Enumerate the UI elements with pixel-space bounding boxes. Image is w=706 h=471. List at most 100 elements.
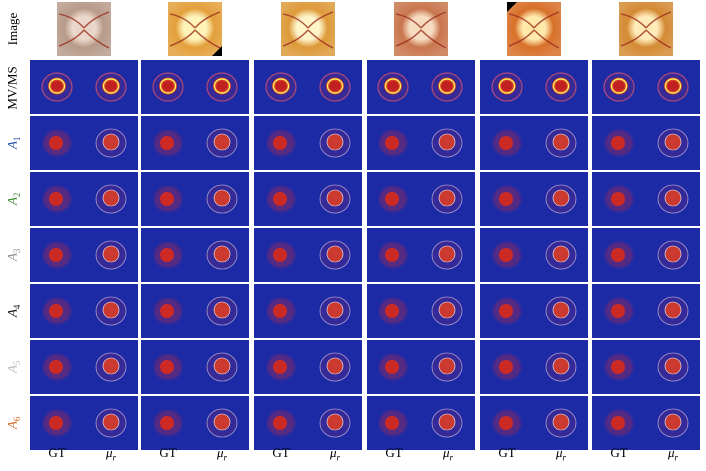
mean-map-cell — [308, 172, 362, 226]
mean-map-cell — [421, 116, 475, 170]
gt-map-cell — [30, 396, 84, 450]
column-label: GT — [272, 445, 290, 460]
gt-map-cell — [480, 172, 534, 226]
fundus-image — [394, 2, 448, 56]
mean-map-cell — [195, 116, 249, 170]
mean-map-cell — [308, 116, 362, 170]
fundus-image — [507, 2, 561, 56]
column-label: μr — [442, 445, 454, 463]
row-label-6: A5 — [4, 360, 22, 374]
mean-map-cell — [534, 60, 588, 114]
gt-map-cell — [592, 396, 646, 450]
gt-map-cell — [141, 172, 195, 226]
gt-map-cell — [30, 284, 84, 338]
gt-map-cell — [592, 172, 646, 226]
gt-map-cell — [141, 284, 195, 338]
mean-map-cell — [646, 116, 700, 170]
gt-map-cell — [141, 340, 195, 394]
gt-map-cell — [592, 228, 646, 282]
mean-map-cell — [646, 396, 700, 450]
group-separator — [477, 60, 480, 442]
mean-map-cell — [195, 340, 249, 394]
column-label: GT — [610, 445, 628, 460]
fundus-image — [57, 2, 111, 56]
column-label: GT — [48, 445, 66, 460]
row-label-3: A2 — [4, 192, 22, 206]
mean-map-cell — [534, 172, 588, 226]
column-label: GT — [385, 445, 403, 460]
fundus-image — [619, 2, 673, 56]
gt-map-cell — [480, 396, 534, 450]
group-separator — [251, 60, 254, 442]
gt-map-cell — [592, 284, 646, 338]
column-label: μr — [667, 445, 679, 463]
gt-map-cell — [254, 116, 308, 170]
gt-map-cell — [254, 284, 308, 338]
gt-map-cell — [141, 116, 195, 170]
mean-map-cell — [421, 284, 475, 338]
column-label: μr — [216, 445, 228, 463]
row-label-4: A3 — [4, 248, 22, 262]
gt-map-cell — [254, 60, 308, 114]
mean-map-cell — [646, 228, 700, 282]
mean-map-cell — [308, 284, 362, 338]
gt-map-cell — [254, 172, 308, 226]
row-label-7: A6 — [4, 416, 22, 430]
gt-map-cell — [367, 228, 421, 282]
gt-map-cell — [30, 172, 84, 226]
mean-map-cell — [308, 340, 362, 394]
group-separator — [138, 60, 141, 442]
gt-map-cell — [367, 60, 421, 114]
gt-map-cell — [367, 284, 421, 338]
mean-map-cell — [84, 228, 138, 282]
mean-map-cell — [421, 172, 475, 226]
mean-map-cell — [646, 172, 700, 226]
row-label-5: A4 — [4, 304, 22, 318]
group-separator — [364, 60, 367, 442]
gt-map-cell — [480, 60, 534, 114]
gt-map-cell — [480, 284, 534, 338]
mean-map-cell — [534, 116, 588, 170]
mean-map-cell — [84, 172, 138, 226]
gt-map-cell — [30, 340, 84, 394]
gt-map-cell — [254, 396, 308, 450]
gt-map-cell — [592, 60, 646, 114]
column-label: μr — [105, 445, 117, 463]
mean-map-cell — [84, 340, 138, 394]
gt-map-cell — [367, 116, 421, 170]
mean-map-cell — [84, 60, 138, 114]
mean-map-cell — [195, 228, 249, 282]
mean-map-cell — [195, 172, 249, 226]
mean-map-cell — [195, 396, 249, 450]
fundus-image — [281, 2, 335, 56]
mean-map-cell — [421, 228, 475, 282]
row-label-0: Image — [5, 12, 21, 46]
mean-map-cell — [308, 228, 362, 282]
gt-map-cell — [367, 172, 421, 226]
mean-map-cell — [534, 340, 588, 394]
mean-map-cell — [646, 60, 700, 114]
column-label: GT — [498, 445, 516, 460]
mean-map-cell — [534, 228, 588, 282]
gt-map-cell — [254, 340, 308, 394]
fundus-image — [168, 2, 222, 56]
gt-map-cell — [30, 60, 84, 114]
gt-map-cell — [592, 116, 646, 170]
gt-map-cell — [367, 396, 421, 450]
column-label: GT — [159, 445, 177, 460]
mean-map-cell — [646, 284, 700, 338]
gt-map-cell — [30, 228, 84, 282]
gt-map-cell — [30, 116, 84, 170]
mean-map-cell — [421, 60, 475, 114]
row-label-1: MV/MS — [5, 66, 21, 110]
group-separator — [589, 60, 592, 442]
gt-map-cell — [480, 228, 534, 282]
gt-map-cell — [141, 60, 195, 114]
mean-map-cell — [84, 116, 138, 170]
column-label: μr — [329, 445, 341, 463]
gt-map-cell — [141, 396, 195, 450]
mean-map-cell — [84, 396, 138, 450]
mean-map-cell — [534, 396, 588, 450]
mean-map-cell — [195, 60, 249, 114]
mean-map-cell — [195, 284, 249, 338]
